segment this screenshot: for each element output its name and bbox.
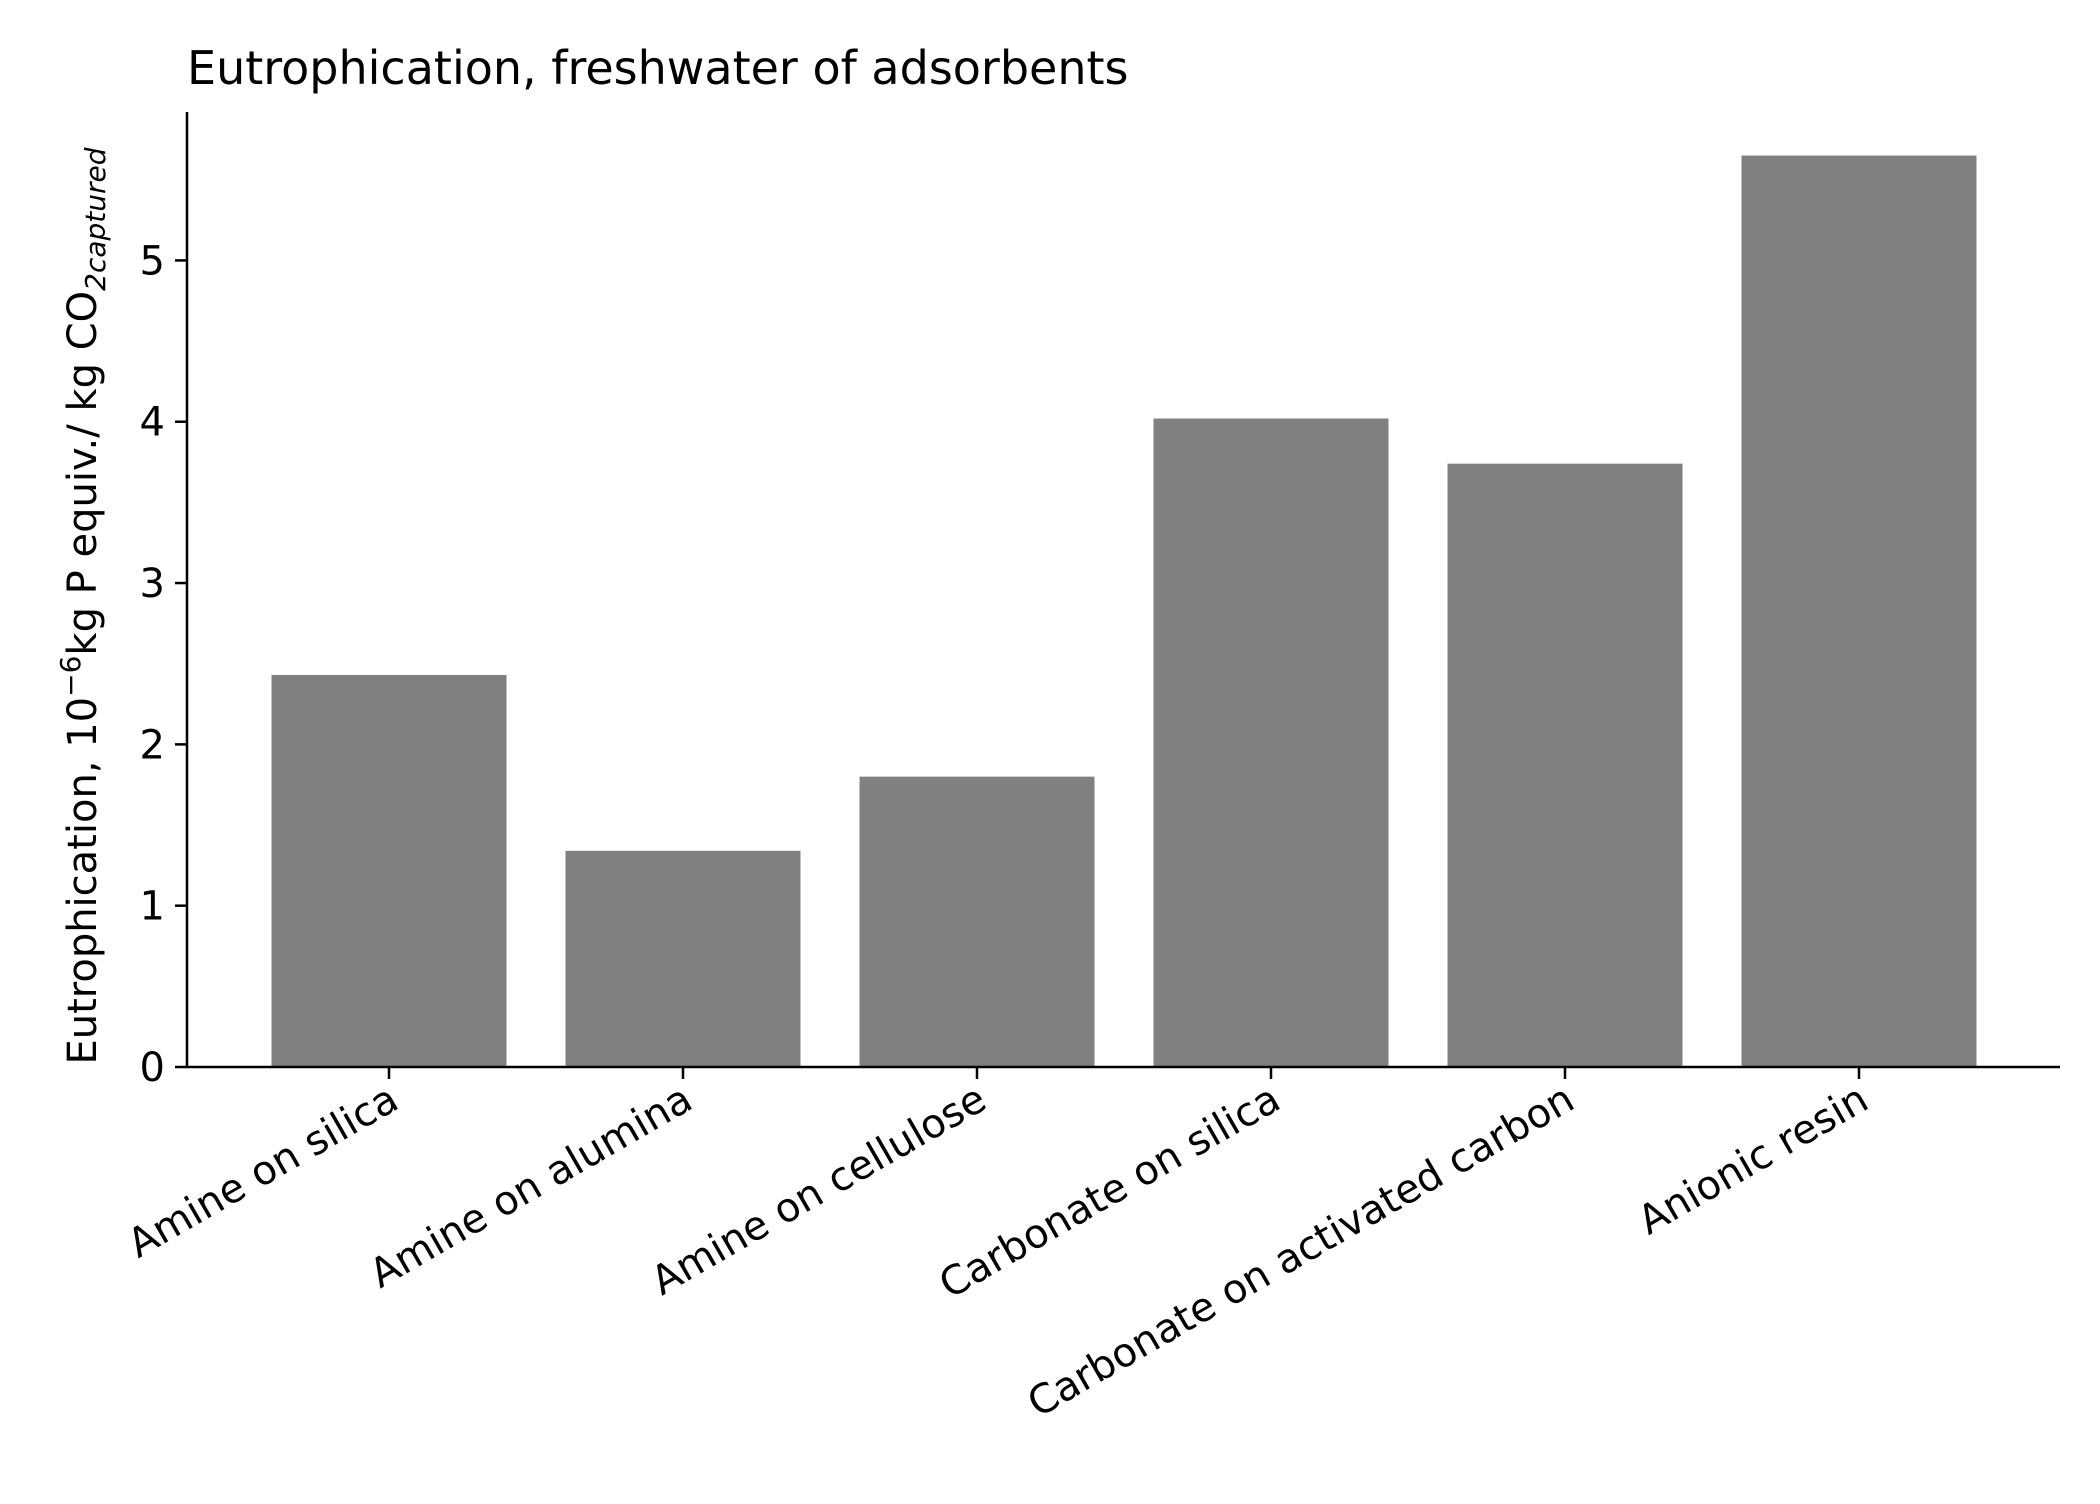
y-tick-label-3: 3 xyxy=(140,561,165,607)
bar-3 xyxy=(1153,418,1389,1067)
x-tick-label-5: Anionic resin xyxy=(1630,1076,1876,1244)
bar-1 xyxy=(565,850,801,1067)
bar-4 xyxy=(1447,463,1683,1067)
y-tick-label-5: 5 xyxy=(140,238,165,284)
y-axis-label: Eutrophication, 10−6kg P equiv./ kg CO2c… xyxy=(54,147,112,1064)
y-axis-label-unit: kg P equiv./ kg CO xyxy=(60,291,106,656)
y-tick-label-1: 1 xyxy=(140,884,165,930)
x-tick-label-4: Carbonate on activated carbon xyxy=(1020,1076,1582,1427)
y-tick-label-0: 0 xyxy=(140,1045,165,1091)
y-tick-label-4: 4 xyxy=(140,400,165,446)
bar-2 xyxy=(859,776,1095,1067)
y-axis-label-exponent: −6 xyxy=(54,656,87,697)
y-axis-ticks: 0 1 2 3 4 5 xyxy=(140,238,187,1091)
x-tick-label-0: Amine on silica xyxy=(120,1076,406,1268)
bar-0 xyxy=(271,674,507,1067)
y-axis-label-subscript: 2captured xyxy=(79,147,112,291)
chart-title: Eutrophication, freshwater of adsorbents xyxy=(187,41,1129,95)
bar-5 xyxy=(1741,155,1977,1068)
y-tick-label-2: 2 xyxy=(140,722,165,768)
bars xyxy=(271,155,1977,1068)
y-axis-label-main: Eutrophication, 10 xyxy=(60,697,106,1065)
